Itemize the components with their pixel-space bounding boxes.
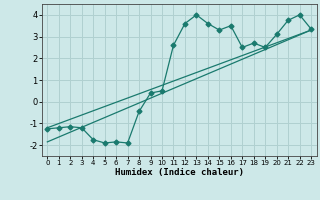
X-axis label: Humidex (Indice chaleur): Humidex (Indice chaleur) <box>115 168 244 177</box>
